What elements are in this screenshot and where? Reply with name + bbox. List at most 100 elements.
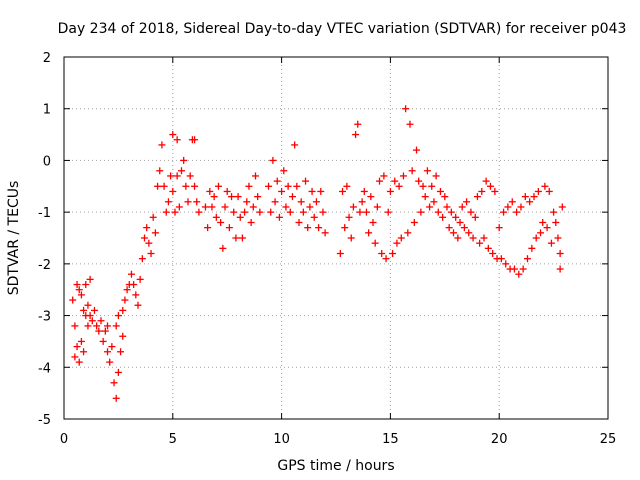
data-point [193,198,201,206]
data-point [104,348,112,356]
data-point [123,286,131,294]
data-point [169,131,177,139]
data-point [75,286,83,294]
data-point [99,337,107,345]
data-point [339,187,347,195]
data-point [471,213,479,221]
data-point [463,198,471,206]
data-point [245,182,253,190]
x-tick-label: 20 [491,432,508,447]
data-point [104,322,112,330]
y-tick-label: 0 [43,154,51,169]
data-point [441,193,449,201]
data-point [256,208,264,216]
data-point [130,281,138,289]
data-point [136,275,144,283]
data-point [397,234,405,242]
data-point [541,182,549,190]
data-point [156,167,164,175]
data-point [73,343,81,351]
axis-ticks [63,56,609,420]
data-point [80,348,88,356]
data-point [169,187,177,195]
data-point [88,317,96,325]
data-point [543,224,551,232]
data-point [108,343,116,351]
data-point [149,213,157,221]
data-point [75,358,83,366]
data-point [469,234,477,242]
data-point [80,306,88,314]
data-point [315,224,323,232]
x-tick-labels: 0 5 10 15 20 25 [60,432,616,447]
data-point [295,218,303,226]
data-point [247,218,255,226]
data-point [271,198,279,206]
y-axis-label: SDTVAR / TECUs [6,181,22,296]
data-point [114,312,122,320]
data-point [473,193,481,201]
data-point [419,182,427,190]
data-point [160,182,168,190]
data-point [450,229,458,237]
data-point [121,296,129,304]
data-point [550,208,558,216]
data-point [191,182,199,190]
data-point [167,172,175,180]
data-point [127,270,135,278]
data-point [212,213,220,221]
data-point [71,322,79,330]
data-point [510,265,518,273]
data-point [430,198,438,206]
data-point [280,167,288,175]
data-point [112,394,120,402]
data-point [275,213,283,221]
data-point [162,208,170,216]
data-point [362,208,370,216]
data-point [502,260,510,268]
data-point [299,208,307,216]
data-point [436,187,444,195]
data-point [182,182,190,190]
data-point [173,136,181,144]
data-point [486,182,494,190]
data-point [143,224,151,232]
data-point [445,224,453,232]
data-point [112,322,120,330]
data-point [254,193,262,201]
data-point [545,187,553,195]
data-point [521,193,529,201]
data-point [114,368,122,376]
data-point [508,198,516,206]
data-point [119,306,127,314]
data-point [447,208,455,216]
x-tick-label: 25 [600,432,617,447]
data-point [278,187,286,195]
data-point [106,358,114,366]
data-point [345,213,353,221]
data-point [86,275,94,283]
data-point [138,255,146,263]
data-point [236,213,244,221]
data-point [110,379,118,387]
data-point [354,120,362,128]
data-point [173,172,181,180]
data-point [434,208,442,216]
chart-title: Day 234 of 2018, Sidereal Day-to-day VTE… [58,21,627,37]
data-point [382,255,390,263]
data-point [404,229,412,237]
x-tick-label: 0 [60,432,68,447]
data-point [484,244,492,252]
data-point [426,203,434,211]
plot-frame [63,56,609,420]
data-point [556,265,564,273]
data-point [145,239,153,247]
y-tick-label: 2 [43,51,51,66]
data-point [249,203,257,211]
data-point [367,193,375,201]
data-point [343,182,351,190]
data-point [341,224,349,232]
data-point [90,306,98,314]
data-point [402,105,410,113]
data-point [308,187,316,195]
